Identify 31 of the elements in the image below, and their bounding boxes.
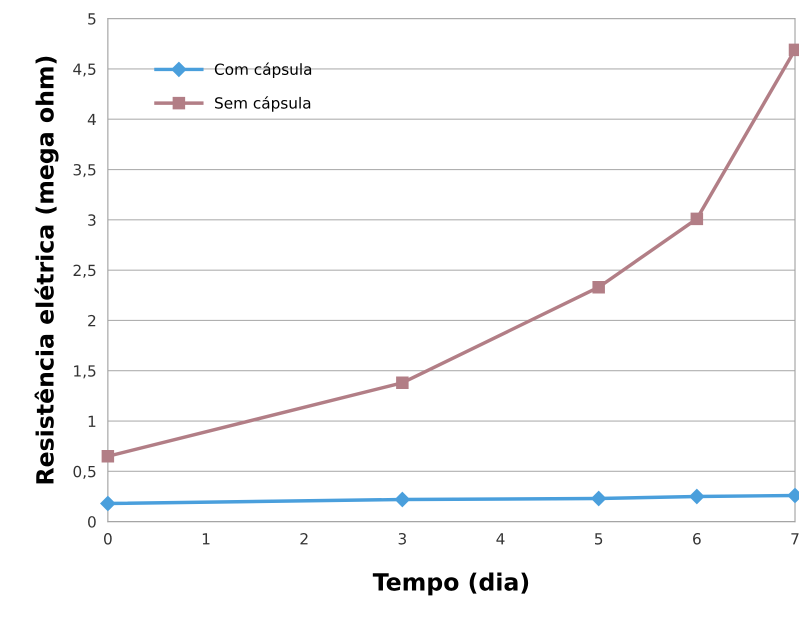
point xyxy=(690,212,704,226)
y-tick-label: 0 xyxy=(88,516,96,528)
point xyxy=(396,376,409,390)
y-tick-label: 1 xyxy=(88,416,96,427)
x-tick-label: 5 xyxy=(595,533,602,545)
y-tick-label: 3,5 xyxy=(74,164,96,178)
x-tick-label: 0 xyxy=(104,533,112,545)
y-tick-label: 5 xyxy=(88,13,96,25)
x-axis-title: Tempo (dia) xyxy=(372,572,528,596)
x-tick-label: 2 xyxy=(300,533,308,544)
point xyxy=(102,450,114,462)
y-tick-label: 4 xyxy=(88,114,96,126)
point xyxy=(689,488,704,504)
y-axis-title: Resistência elétrica (mega ohm) xyxy=(34,56,59,484)
y-tick-label: 4,5 xyxy=(73,64,96,77)
y-tick-label: 2 xyxy=(88,314,96,326)
y-tick-label: 0,5 xyxy=(73,466,96,479)
x-tick-label: 1 xyxy=(202,533,210,544)
point xyxy=(591,490,606,506)
x-tick-label: 4 xyxy=(496,533,505,544)
y-tick-label: 1,5 xyxy=(74,365,96,378)
legend-label: Sem cápsula xyxy=(215,96,310,112)
x-tick-label: 3 xyxy=(398,533,406,545)
y-tick-label: 3 xyxy=(88,214,96,226)
x-tick-label: 6 xyxy=(693,533,701,545)
point xyxy=(394,492,410,508)
point xyxy=(592,280,605,294)
point xyxy=(100,496,116,512)
x-tick-label: 7 xyxy=(791,533,799,544)
y-tick-label: 2,5 xyxy=(74,264,96,278)
legend-label: Com cápsula xyxy=(214,62,312,78)
